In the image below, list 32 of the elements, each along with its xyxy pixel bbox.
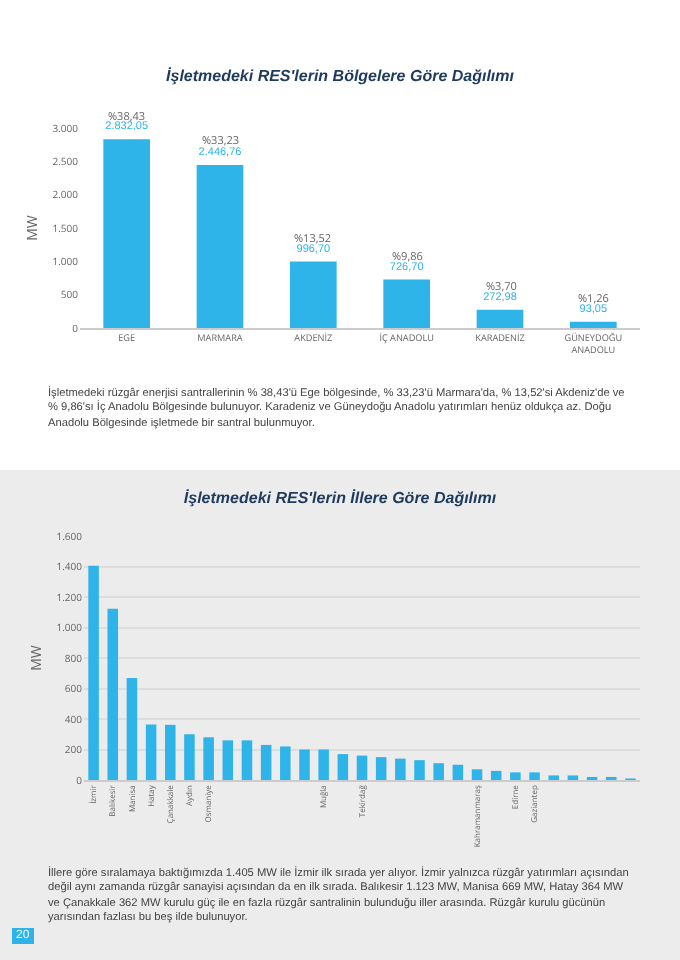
bar [103, 139, 150, 328]
bar [510, 772, 521, 780]
bar [476, 309, 524, 328]
bar [280, 746, 291, 780]
bar [203, 737, 214, 780]
bar [395, 758, 406, 780]
bar [299, 749, 310, 780]
bar [471, 769, 483, 780]
bar [318, 749, 329, 780]
chart-title: İşletmedeki RES'lerin Bölgelere Göre Dağılımı [166, 66, 516, 85]
bar [196, 164, 244, 328]
bar [165, 724, 176, 780]
bar [433, 763, 444, 780]
bar [375, 757, 387, 780]
bar [107, 608, 119, 780]
bar [570, 321, 617, 328]
bar [126, 677, 138, 780]
bar [356, 755, 368, 780]
bar [88, 565, 99, 780]
bar [337, 754, 349, 780]
bar [241, 740, 253, 780]
bar [184, 734, 195, 780]
bar [260, 744, 272, 780]
bar [529, 772, 540, 780]
bar [452, 764, 464, 780]
bar [414, 760, 425, 780]
chart-title: İşletmedeki RES'lerin İllere Göre Dağılımı [183, 488, 498, 507]
bar [490, 770, 502, 780]
bar [290, 261, 337, 328]
bar [145, 724, 157, 780]
bar [222, 740, 234, 780]
bar [383, 279, 430, 328]
